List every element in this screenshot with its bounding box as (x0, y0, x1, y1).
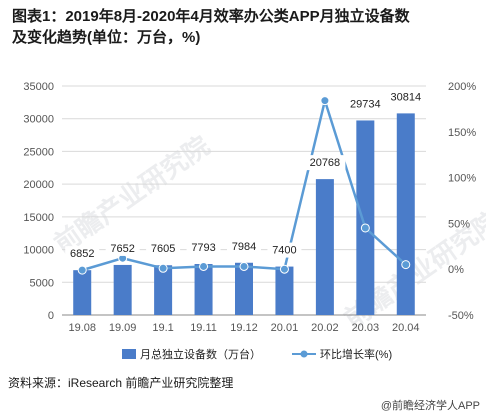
bar (73, 270, 92, 315)
bar-data-label: 7400 (272, 245, 296, 257)
data-label-bg (385, 89, 427, 105)
bar (154, 265, 173, 315)
bar (194, 264, 213, 315)
bar-data-label: 20768 (310, 157, 341, 169)
y-right-tick-label: 0% (448, 264, 464, 276)
legend-line-marker (300, 350, 308, 358)
growth-rate-marker (360, 223, 370, 233)
bar-data-label: 30814 (390, 91, 421, 103)
bar-data-label: 6852 (70, 248, 94, 260)
y-right-tick-label: 50% (448, 218, 470, 230)
data-label-bg (267, 242, 302, 258)
bar-data-label: 7605 (151, 243, 175, 255)
x-tick-label: 20.01 (271, 322, 299, 334)
legend-bar-swatch (122, 349, 136, 359)
growth-rate-marker (239, 261, 249, 271)
y-left-tick-label: 20000 (23, 179, 54, 191)
y-left-tick-label: 5000 (30, 277, 54, 289)
x-tick-label: 19.1 (152, 322, 173, 334)
bar-data-label: 7984 (232, 241, 256, 253)
y-left-tick-label: 15000 (23, 212, 54, 224)
bar (113, 264, 132, 315)
data-label-bg (146, 241, 181, 257)
bar (235, 262, 253, 315)
growth-rate-marker (158, 263, 168, 273)
data-label-bg (186, 240, 221, 256)
chart-title-line-1: 图表1：2019年8月-2020年4月效率办公类APP月独立设备数 (12, 8, 410, 25)
growth-rate-marker (279, 264, 289, 274)
growth-rate-marker (199, 261, 209, 271)
growth-rate-marker (401, 260, 411, 270)
y-left-tick-label: 30000 (23, 114, 54, 126)
x-tick-label: 19.08 (68, 322, 96, 334)
credit-note: @前瞻经济学人APP (380, 400, 480, 412)
chart-area: 0 5000 10000 15000 20000 25000 30000 35000 -50% 0… (23, 81, 476, 361)
x-tick-label: 19.12 (230, 322, 258, 334)
y-right-tick-label: 150% (448, 127, 476, 139)
legend-bar-label: 月总独立设备数（万台） (140, 347, 261, 361)
y-left-tick-label: 0 (48, 310, 54, 322)
legend-line-label: 环比增长率(%) (320, 347, 392, 361)
y-left-tick-label: 35000 (23, 81, 54, 93)
bar-data-label: 7793 (191, 242, 215, 254)
chart-title: 图表1：2019年8月-2020年4月效率办公类APP月独立设备数 及变化趋势(… (12, 6, 474, 48)
growth-rate-marker (77, 265, 87, 275)
y-right-tick-label: -50% (448, 310, 474, 322)
bar (396, 113, 415, 315)
data-label-bg (227, 238, 261, 254)
y-right-tick-label: 200% (448, 81, 476, 93)
bar (315, 179, 334, 315)
y-left-tick-label: 10000 (23, 245, 54, 257)
data-label-bg (65, 246, 100, 262)
x-tick-label: 20.04 (392, 322, 420, 334)
source-note: 资料来源：iResearch 前瞻产业研究院整理 (8, 376, 234, 390)
y-left-tick-label: 25000 (23, 146, 54, 158)
growth-rate-marker (320, 96, 330, 106)
chart-title-line-2: 及变化趋势(单位：万台，%) (12, 29, 201, 46)
bar (356, 120, 375, 316)
y-right-tick-label: 100% (448, 173, 476, 185)
x-tick-label: 19.11 (190, 322, 217, 334)
bar-data-label: 7652 (110, 243, 134, 255)
x-tick-label: 20.03 (352, 322, 380, 334)
data-label-bg (344, 96, 386, 112)
data-label-bg (304, 155, 346, 171)
x-tick-label: 19.09 (109, 322, 137, 334)
data-label-bg (105, 240, 140, 256)
x-tick-label: 20.02 (311, 322, 339, 334)
bar-data-label: 29734 (350, 98, 381, 110)
bar (275, 266, 294, 315)
